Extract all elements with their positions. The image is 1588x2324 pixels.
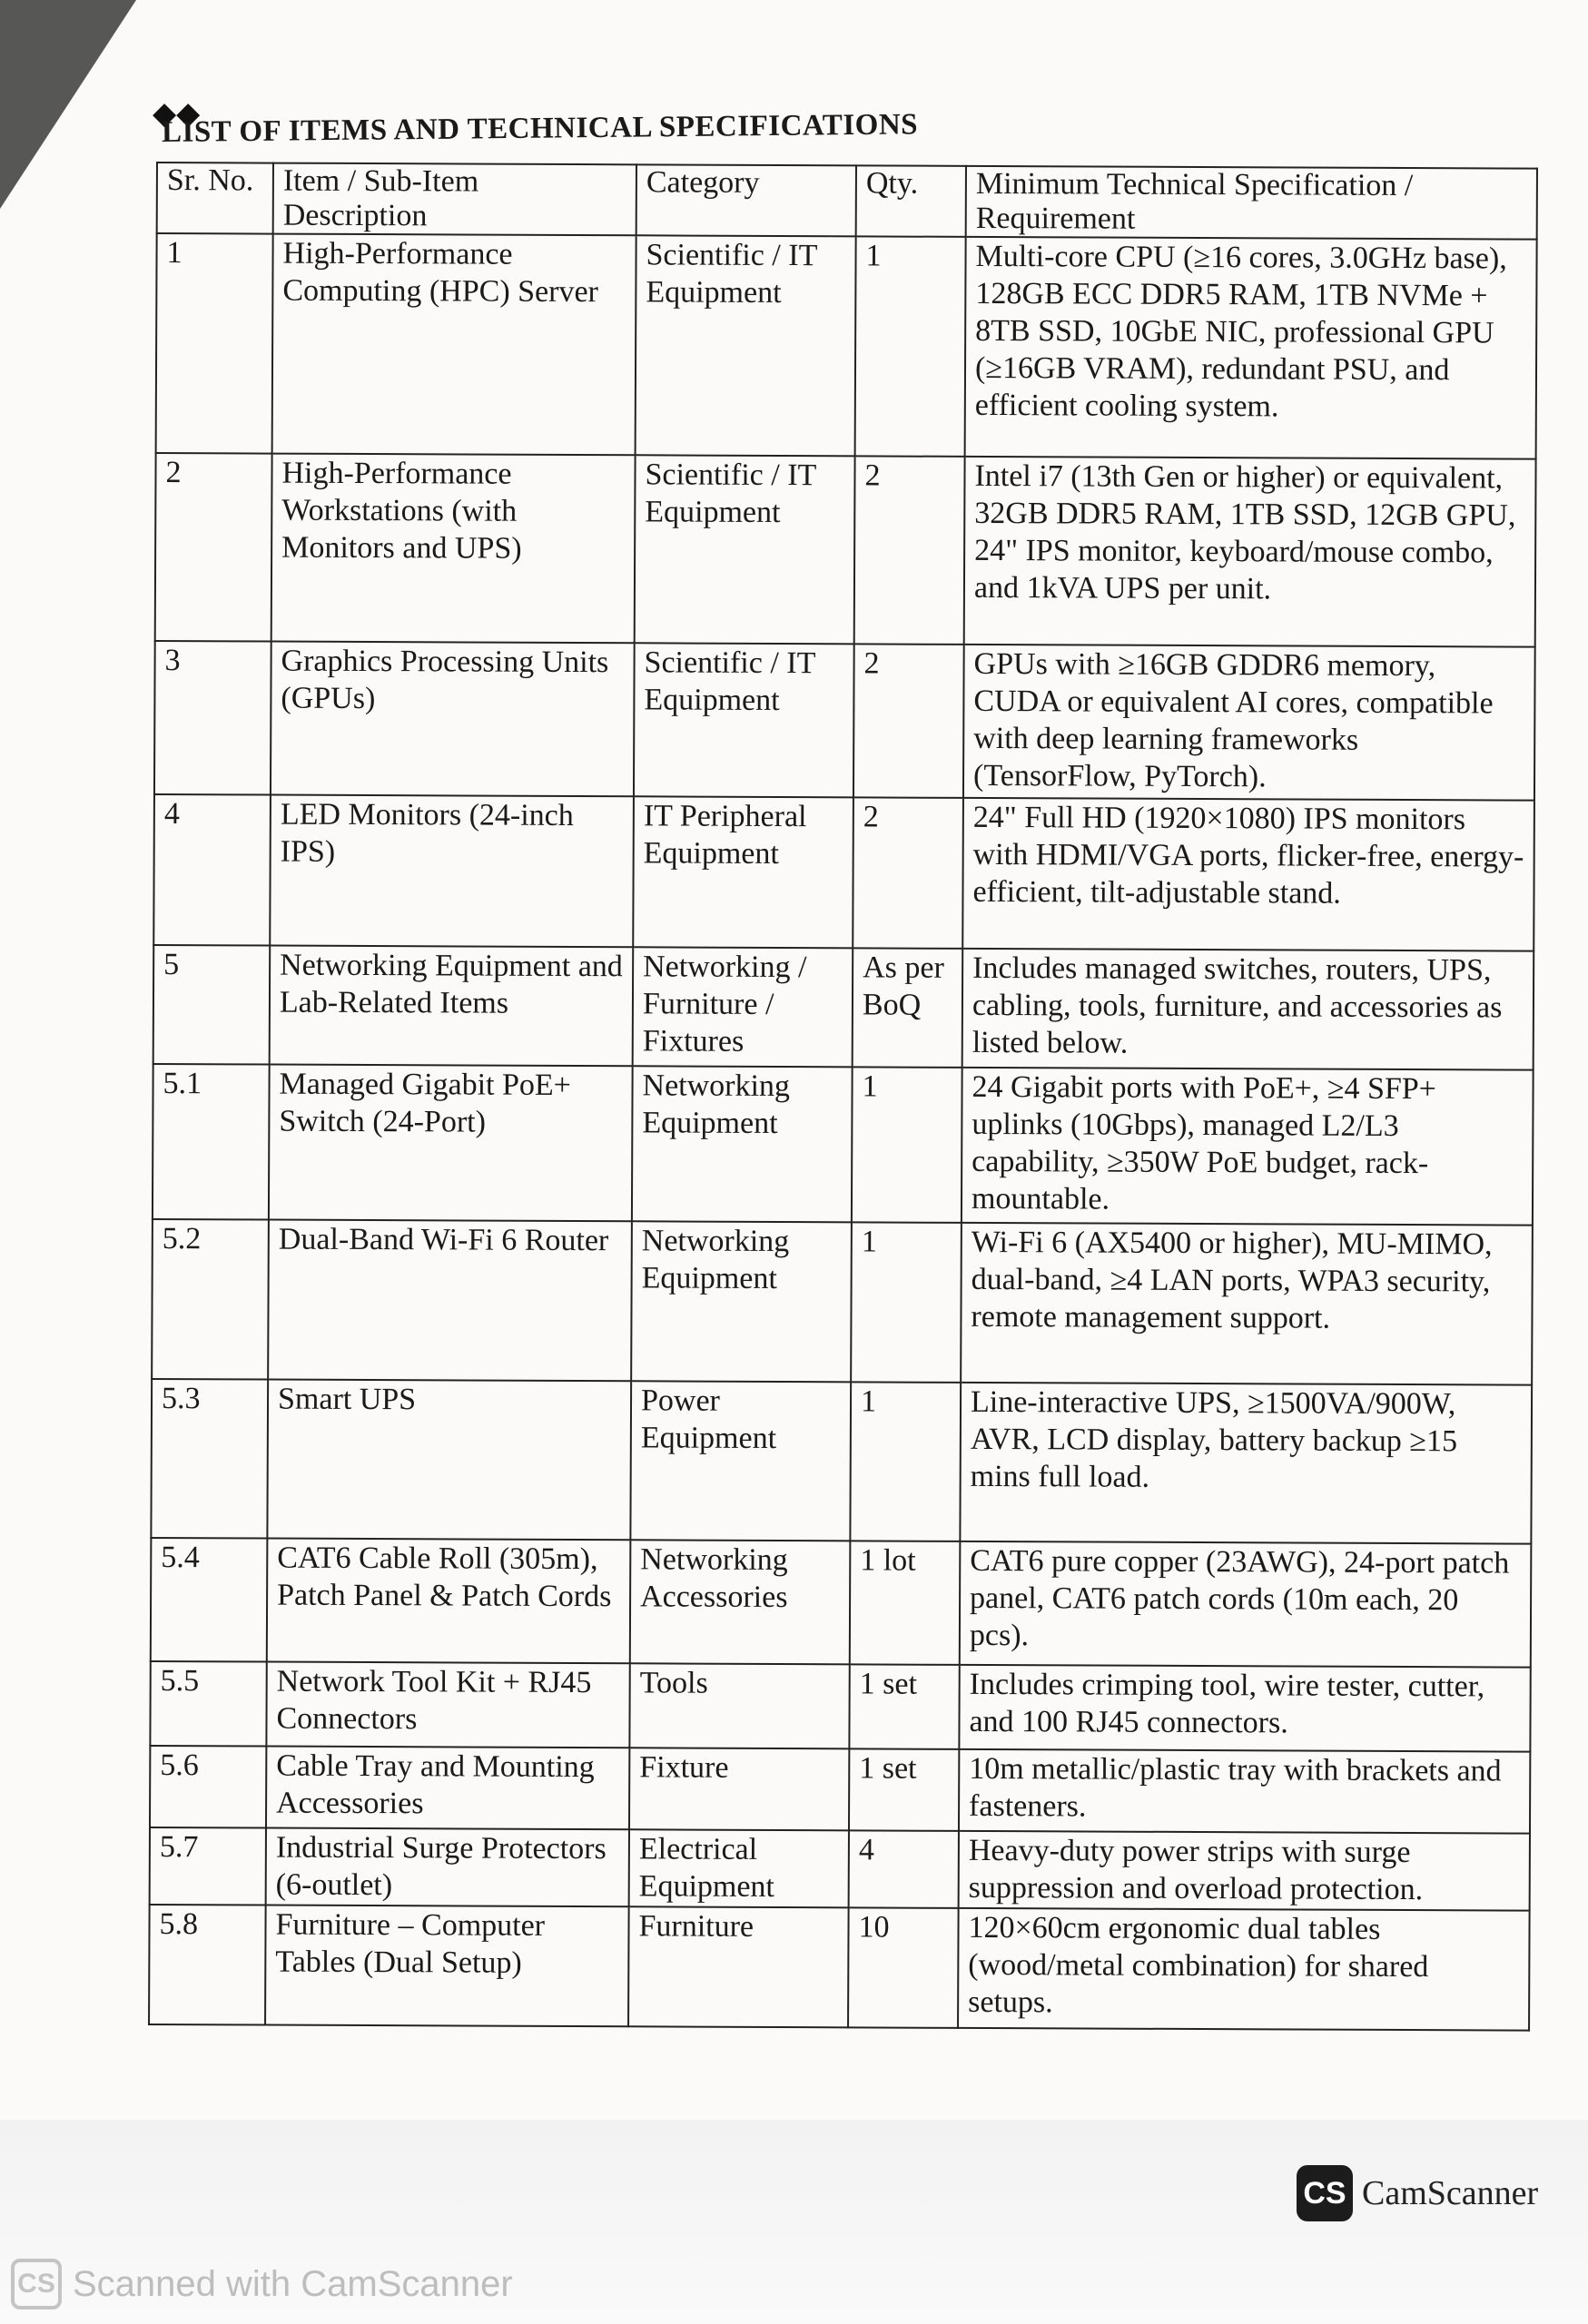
cell-item-description: LED Monitors (24-inch IPS)	[270, 794, 634, 948]
cell-sr-no: 5.2	[152, 1218, 269, 1380]
page-corner-shadow	[0, 0, 136, 209]
header-category: Category	[636, 164, 856, 237]
table-row: 5.7 Industrial Surge Protectors (6-outlet…	[149, 1827, 1530, 1911]
cell-specification: CAT6 pure copper (23AWG), 24-port patch …	[959, 1541, 1532, 1668]
table-row: 5.4 CAT6 Cable Roll (305m), Patch Panel &…	[150, 1537, 1532, 1668]
cell-item-description: Smart UPS	[267, 1379, 632, 1541]
cell-item-description: Cable Tray and Mounting Accessories	[265, 1746, 630, 1830]
cell-sr-no: 5.4	[150, 1537, 268, 1662]
cell-quantity: 1	[851, 1067, 962, 1223]
cell-quantity: 1	[851, 1222, 962, 1383]
cell-sr-no: 5.6	[149, 1745, 267, 1828]
cell-item-description: Industrial Surge Protectors (6-outlet)	[265, 1827, 629, 1907]
cell-specification: Includes managed switches, routers, UPS,…	[962, 948, 1534, 1070]
document-title: LIST OF ITEMS AND TECHNICAL SPECIFICATIO…	[161, 108, 919, 149]
scanned-page: ◆◆ LIST OF ITEMS AND TECHNICAL SPECIFICA…	[0, 0, 1538, 2032]
camscanner-watermark: CS Scanned with CamScanner	[11, 2259, 513, 2309]
table-row: 5.2 Dual-Band Wi-Fi 6 Router Networking Eq…	[152, 1218, 1533, 1385]
cell-item-description: Graphics Processing Units (GPUs)	[270, 641, 635, 797]
cell-sr-no: 5.1	[152, 1063, 270, 1220]
cell-quantity: 2	[853, 797, 963, 949]
cell-item-description: Furniture – Computer Tables (Dual Setup)	[265, 1905, 629, 2027]
cell-sr-no: 5.8	[149, 1904, 266, 2025]
header-item: Item / Sub-Item Description	[272, 162, 636, 236]
cell-category: IT Peripheral Equipment	[633, 796, 853, 949]
table-row: 4 LED Monitors (24-inch IPS) IT Peripheral…	[153, 793, 1534, 951]
cell-quantity: 4	[848, 1830, 959, 1908]
cell-specification: Multi-core CPU (≥16 cores, 3.0GHz base),…	[964, 236, 1537, 459]
cell-specification: Heavy-duty power strips with surge suppr…	[958, 1830, 1530, 1911]
header-sr-no: Sr. No.	[156, 162, 273, 234]
cell-item-description: Networking Equipment and Lab-Related Ite…	[269, 945, 634, 1067]
table-row: 1 High-Performance Computing (HPC) Server…	[155, 233, 1537, 459]
cell-quantity: 1 lot	[849, 1541, 961, 1665]
cell-sr-no: 5.3	[151, 1378, 269, 1539]
cell-quantity: 1 set	[849, 1664, 960, 1749]
cell-quantity: As per BoQ	[852, 948, 963, 1068]
table-row: 5.8 Furniture – Computer Tables (Dual Set…	[149, 1904, 1530, 2031]
camscanner-watermark-icon: CS	[11, 2259, 62, 2309]
cell-category: Power Equipment	[630, 1381, 852, 1541]
table-row: 5.5 Network Tool Kit + RJ45 Connectors Too…	[150, 1660, 1531, 1752]
cell-quantity: 2	[853, 456, 965, 645]
cell-category: Scientific / IT Equipment	[635, 235, 856, 457]
cell-item-description: CAT6 Cable Roll (305m), Patch Panel & Pa…	[266, 1538, 631, 1664]
cell-item-description: Dual-Band Wi-Fi 6 Router	[268, 1219, 632, 1382]
cell-item-description: Network Tool Kit + RJ45 Connectors	[266, 1661, 630, 1748]
cell-category: Scientific / IT Equipment	[633, 643, 854, 798]
cell-category: Furniture	[628, 1906, 849, 2028]
table-row: 5 Networking Equipment and Lab-Related It…	[153, 944, 1534, 1070]
cell-sr-no: 5.7	[149, 1827, 266, 1905]
table-row: 5.3 Smart UPS Power Equipment 1 Line-interac…	[151, 1378, 1533, 1544]
cell-category: Networking / Furniture / Fixtures	[632, 947, 853, 1068]
cell-quantity: 1	[850, 1382, 962, 1541]
cell-category: Fixture	[628, 1748, 850, 1831]
cell-specification: 24" Full HD (1920×1080) IPS monitors wit…	[962, 797, 1534, 951]
cell-category: Networking Equipment	[631, 1221, 852, 1383]
cell-sr-no: 5.5	[150, 1660, 267, 1747]
cell-category: Networking Equipment	[631, 1066, 853, 1223]
camscanner-badge-icon: CS	[1297, 2165, 1353, 2221]
cell-specification: Intel i7 (13th Gen or higher) or equival…	[963, 456, 1536, 647]
cell-item-description: High-Performance Computing (HPC) Server	[271, 233, 636, 456]
cell-specification: Includes crimping tool, wire tester, cut…	[959, 1664, 1531, 1752]
cell-category: Networking Accessories	[629, 1540, 851, 1665]
camscanner-name: CamScanner	[1362, 2174, 1539, 2212]
cell-quantity: 1	[854, 236, 966, 457]
scan-footer	[0, 2120, 1588, 2324]
cell-specification: GPUs with ≥16GB GDDR6 memory, CUDA or eq…	[962, 644, 1535, 801]
camscanner-logo: CS CamScanner	[1297, 2165, 1538, 2221]
cell-sr-no: 4	[153, 793, 271, 946]
cell-specification: 10m metallic/plastic tray with brackets …	[958, 1748, 1531, 1834]
cell-quantity: 1 set	[848, 1748, 960, 1831]
cell-item-description: Managed Gigabit PoE+ Switch (24-Port)	[268, 1064, 633, 1222]
table-row: 3 Graphics Processing Units (GPUs) Scienti…	[153, 640, 1535, 801]
ink-marks: ◆◆	[153, 97, 201, 131]
cell-category: Electrical Equipment	[628, 1829, 849, 1908]
table-row: 5.1 Managed Gigabit PoE+ Switch (24-Port)…	[152, 1063, 1534, 1226]
cell-category: Tools	[629, 1663, 850, 1749]
cell-sr-no: 2	[154, 453, 272, 642]
cell-sr-no: 1	[155, 233, 273, 454]
cell-item-description: High-Performance Workstations (with Moni…	[271, 453, 636, 644]
watermark-text: Scanned with CamScanner	[73, 2263, 513, 2304]
table-header-row: Sr. No. Item / Sub-Item Description Cate…	[156, 162, 1537, 240]
cell-specification: 120×60cm ergonomic dual tables (wood/met…	[958, 1907, 1530, 2031]
cell-specification: Wi-Fi 6 (AX5400 or higher), MU-MIMO, dua…	[961, 1222, 1533, 1385]
cell-quantity: 10	[848, 1907, 959, 2028]
specifications-table: Sr. No. Item / Sub-Item Description Cate…	[148, 162, 1538, 2032]
cell-category: Scientific / IT Equipment	[634, 455, 855, 645]
cell-sr-no: 5	[153, 944, 271, 1065]
header-qty: Qty.	[855, 165, 966, 237]
header-spec: Minimum Technical Specification / Requir…	[965, 165, 1537, 240]
cell-specification: 24 Gigabit ports with PoE+, ≥4 SFP+ upli…	[961, 1067, 1534, 1226]
cell-specification: Line-interactive UPS, ≥1500VA/900W, AVR,…	[960, 1382, 1533, 1544]
table-row: 2 High-Performance Workstations (with Mon…	[154, 453, 1536, 647]
cell-sr-no: 3	[153, 640, 271, 795]
cell-quantity: 2	[853, 644, 964, 798]
table-row: 5.6 Cable Tray and Mounting Accessories Fi…	[149, 1745, 1531, 1834]
